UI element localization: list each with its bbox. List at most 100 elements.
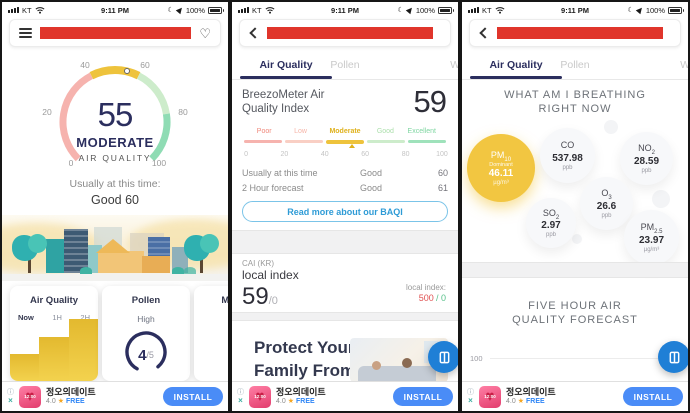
signal-strength-icon <box>8 7 19 13</box>
install-button[interactable]: INSTALL <box>163 387 223 406</box>
install-button[interactable]: INSTALL <box>393 387 453 406</box>
tab-weather[interactable]: W <box>450 59 460 71</box>
battery-percent-label: 100% <box>185 5 205 15</box>
ad-app-icon[interactable]: ♥ 12:00 <box>19 385 41 408</box>
map-fab-button[interactable] <box>658 341 688 373</box>
menu-icon[interactable] <box>19 28 32 38</box>
dnd-moon-icon: ☾ <box>627 7 634 14</box>
gauge-tick: 100 <box>151 158 167 168</box>
dominant-label: Dominant <box>489 162 513 169</box>
ad-price: FREE <box>526 397 545 405</box>
ad-close-icon[interactable]: × <box>468 395 473 405</box>
scale-label-low: Low <box>294 128 307 135</box>
usual-time-label: Usually at this time: <box>69 178 161 190</box>
tab-2h[interactable]: 2H <box>80 313 90 322</box>
install-button[interactable]: INSTALL <box>623 387 683 406</box>
read-more-button[interactable]: Read more about our BAQI <box>242 201 448 222</box>
pollutant-bubble-pm10[interactable]: PM10 Dominant 46.11 µg/m³ <box>467 134 535 202</box>
tab-now[interactable]: Now <box>18 313 34 322</box>
star-icon: ★ <box>287 397 295 405</box>
gauge-tick: 40 <box>80 60 90 70</box>
heart-icon: ♥ <box>255 388 265 405</box>
local-index-value: 59/0 <box>242 283 278 310</box>
active-tab-underline <box>240 76 332 79</box>
aqi-value: 55 <box>97 96 134 133</box>
tree-illustration <box>184 231 220 273</box>
tab-air-quality[interactable]: Air Quality <box>489 59 543 71</box>
aqi-caption: AIR QUALITY <box>78 153 152 163</box>
air-quality-gauge: 0 20 40 60 80 100 55 MODERATE AIR QUALIT… <box>35 60 195 175</box>
decor-circle <box>572 234 582 244</box>
ad-info-icon[interactable]: ⓘ <box>237 388 244 396</box>
back-icon[interactable] <box>249 27 261 39</box>
tab-bar: Air Quality Pollen W <box>462 52 688 80</box>
tab-pollen[interactable]: Pollen <box>330 59 360 71</box>
ad-price: FREE <box>296 397 315 405</box>
baqi-scale: Poor Low Moderate Good Excellent 0 20 40… <box>244 128 448 162</box>
pollen-card[interactable]: Pollen High 4/5 <box>102 286 190 381</box>
ad-banner: ⓘ × ♥ 12:00 정오의데이트 4.0 ★ FREE INSTALL <box>232 381 458 411</box>
tab-pollen[interactable]: Pollen <box>560 59 590 71</box>
pollen-score: 4 <box>138 346 147 364</box>
ad-rating: 4.0 <box>506 397 516 405</box>
tab-bar: Air Quality Pollen W <box>232 52 458 80</box>
pollutant-bubble-pm25[interactable]: PM2.5 23.97 µg/m³ <box>624 210 679 265</box>
tree-illustration <box>12 231 48 273</box>
usual-time-value: Good 60 <box>91 193 139 207</box>
gauge-value-marker <box>124 68 130 74</box>
scale-tick: 60 <box>361 151 370 158</box>
aqi-category: MODERATE <box>76 135 154 150</box>
ad-info-icon[interactable]: ⓘ <box>7 388 14 396</box>
ad-banner: ⓘ × ♥ 12:00 정오의데이트 4.0 ★ FREE INSTALL <box>2 381 228 411</box>
star-icon: ★ <box>517 397 525 405</box>
clock-label: 9:11 PM <box>561 5 589 15</box>
wifi-icon <box>495 7 505 14</box>
forecast-row: 2 Hour forecast Good 61 <box>242 183 448 193</box>
favorite-heart-icon[interactable]: ♡ <box>199 25 211 41</box>
card-title: Air Quality <box>29 295 79 306</box>
phone-panel-pollutants: KT 9:11 PM ☾ 100% Air Quality Pollen W W… <box>460 0 690 413</box>
ad-close-icon[interactable]: × <box>8 395 13 405</box>
baqi-value: 59 <box>413 84 447 119</box>
map-fab-button[interactable] <box>428 341 458 373</box>
wifi-icon <box>35 7 45 14</box>
tab-air-quality[interactable]: Air Quality <box>259 59 313 71</box>
scale-tick: 20 <box>280 151 289 158</box>
my-exposure-card[interactable]: My Exp <box>194 286 228 381</box>
carrier-label: KT <box>22 5 32 15</box>
ad-price: FREE <box>66 397 85 405</box>
redacted-location-bar <box>40 27 192 39</box>
scale-bar <box>244 140 446 144</box>
section-divider <box>462 262 688 278</box>
clock-label: 9:11 PM <box>101 5 129 15</box>
pollutant-bubble-so2[interactable]: SO2 2.97 ppb <box>526 198 576 248</box>
ad-app-icon[interactable]: ♥ 12:00 <box>479 385 501 408</box>
ad-app-icon[interactable]: ♥ 12:00 <box>249 385 271 408</box>
pollutant-bubble-o3[interactable]: O3 26.6 ppb <box>580 177 633 230</box>
gauge-tick: 60 <box>140 60 150 70</box>
wifi-icon <box>265 7 275 14</box>
tab-weather[interactable]: W <box>680 59 690 71</box>
pollutant-bubble-no2[interactable]: NO2 28.59 ppb <box>620 132 673 185</box>
tab-1h[interactable]: 1H <box>52 313 62 322</box>
scale-value-caret <box>349 144 356 148</box>
pollutant-bubble-co[interactable]: CO 537.98 ppb <box>540 128 595 183</box>
local-index-legend: local index: 500 / 0 <box>405 283 446 303</box>
back-icon[interactable] <box>479 27 491 39</box>
scale-tick: 100 <box>436 151 448 158</box>
signal-strength-icon <box>468 7 479 13</box>
ad-info-icon[interactable]: ⓘ <box>467 388 474 396</box>
local-index-title: CAI (KR) <box>242 259 274 268</box>
ad-app-name: 정오의데이트 <box>506 386 556 397</box>
air-quality-card[interactable]: Air Quality Now 1H 2H <box>10 286 98 381</box>
map-icon <box>669 351 679 363</box>
ad-rating: 4.0 <box>276 397 286 405</box>
ad-close-icon[interactable]: × <box>238 395 243 405</box>
local-index-subtitle: local index <box>242 268 299 282</box>
city-illustration <box>2 215 228 281</box>
baqi-title: BreezoMeter Air Quality Index <box>242 89 325 115</box>
scale-label-moderate: Moderate <box>329 128 361 135</box>
carrier-label: KT <box>252 5 262 15</box>
heart-icon: ♥ <box>485 388 495 405</box>
star-icon: ★ <box>57 397 65 405</box>
